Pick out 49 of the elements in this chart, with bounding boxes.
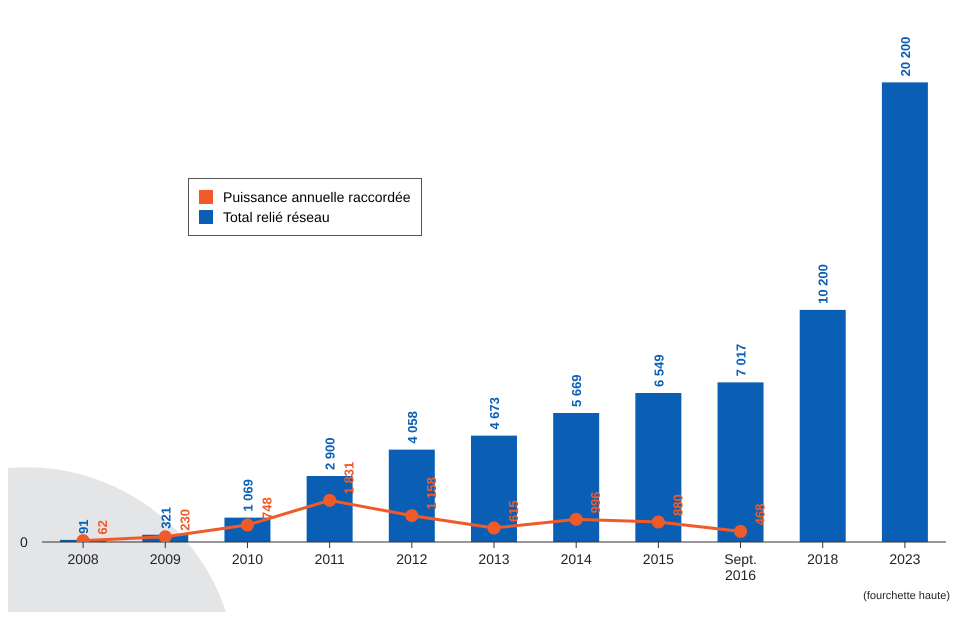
- data-label: 230: [177, 509, 192, 531]
- data-label: 2 900: [322, 437, 338, 470]
- data-label: 615: [506, 500, 521, 522]
- x-tick-label: 2008: [68, 551, 99, 567]
- data-label: 996: [588, 492, 604, 514]
- point: [488, 522, 500, 535]
- bar: [388, 450, 435, 542]
- data-label: 880: [670, 494, 686, 516]
- bar: [470, 436, 517, 542]
- bar: [882, 82, 928, 542]
- data-label: 4 058: [404, 411, 420, 444]
- point: [570, 512, 583, 526]
- x-tick-label: 2013: [478, 551, 510, 567]
- text: 0: [20, 533, 28, 551]
- x-tick-label: 2014: [560, 551, 592, 567]
- data-label: 1 831: [342, 462, 357, 494]
- data-label: 6 549: [651, 354, 666, 387]
- data-label: 748: [259, 497, 274, 519]
- data-label: 7 017: [734, 344, 749, 376]
- data-label: 20 200: [898, 36, 913, 76]
- x-tick-label: 2009: [150, 551, 182, 567]
- data-label: 91: [76, 519, 92, 534]
- text: (fourchette haute): [863, 590, 950, 602]
- data-label: 1 158: [424, 477, 439, 510]
- data-label: 4 673: [486, 397, 502, 430]
- data-label: 1 069: [240, 479, 256, 512]
- x-tick-label: 2015: [642, 551, 674, 567]
- bar: [718, 382, 764, 542]
- bar: [800, 310, 846, 542]
- point: [652, 515, 665, 528]
- legend-label: Puissance annuelle raccordée: [223, 188, 411, 207]
- legend-label: Total relié réseau: [223, 208, 330, 227]
- data-label: 62: [95, 520, 110, 535]
- x-tick-label: 2011: [314, 551, 345, 567]
- point: [158, 530, 172, 542]
- x-tick-label: Sept. 2016: [724, 551, 757, 583]
- x-tick-label: 2023: [889, 551, 921, 567]
- data-label: 321: [158, 506, 174, 529]
- point: [734, 524, 748, 538]
- point: [323, 494, 336, 507]
- bar: [553, 413, 600, 542]
- x-tick-label: 2010: [232, 551, 264, 567]
- x-tick-label: 2018: [807, 551, 839, 567]
- data-label: 468: [752, 504, 768, 526]
- data-label: 10 200: [816, 264, 831, 304]
- point: [405, 509, 418, 522]
- data-label: 5 669: [569, 374, 584, 407]
- bar: [635, 392, 682, 542]
- x-tick-label: 2012: [396, 551, 428, 567]
